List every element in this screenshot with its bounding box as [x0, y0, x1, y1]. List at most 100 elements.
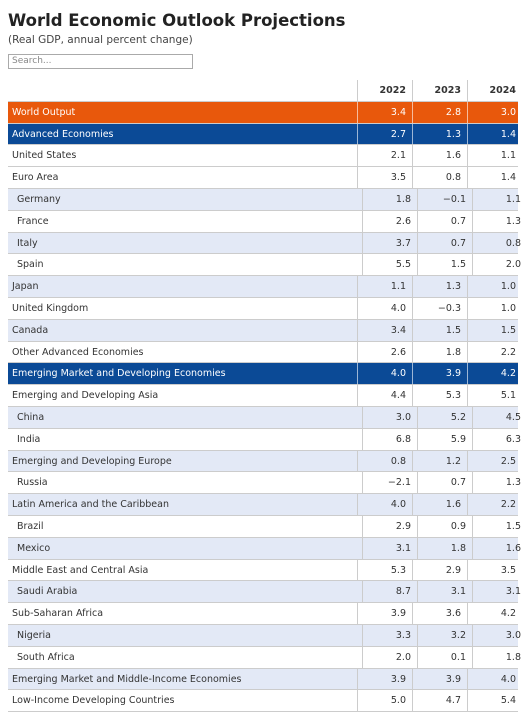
cell-value: 3.6 — [412, 603, 467, 624]
row-label: World Output — [12, 106, 76, 118]
cell-value: 1.3 — [412, 123, 467, 145]
cell-value: 5.5 — [362, 254, 417, 276]
cell-value: 3.0 — [467, 101, 522, 123]
table-row: Emerging and Developing Europe 0.8 1.2 2.5 — [8, 450, 518, 473]
table-row: Latin America and the Caribbean 4.0 1.6 2.2 — [8, 494, 518, 516]
table-row: France 2.6 0.7 1.3 — [8, 210, 521, 233]
cell-value: 6.3 — [472, 428, 527, 450]
row-label: Saudi Arabia — [17, 586, 78, 598]
cell-value: 3.4 — [357, 101, 412, 123]
header-row: 2022 2023 2024 — [8, 80, 518, 102]
column-header[interactable]: 2023 — [412, 80, 467, 101]
row-label: Nigeria — [17, 629, 51, 641]
cell-value: −0.3 — [412, 297, 467, 319]
table-row: China 3.0 5.2 4.5 — [8, 406, 521, 429]
cell-value: 5.2 — [417, 406, 472, 428]
cell-value: 1.5 — [472, 515, 527, 537]
cell-value: 2.6 — [362, 210, 417, 232]
row-label: Middle East and Central Asia — [12, 564, 149, 576]
cell-value: 1.3 — [472, 210, 527, 232]
cell-value: 1.8 — [362, 188, 417, 210]
row-label: Emerging Market and Developing Economies — [12, 368, 226, 380]
cell-value: 5.1 — [467, 385, 522, 406]
cell-value: 2.9 — [362, 515, 417, 537]
cell-value: 5.3 — [357, 559, 412, 581]
cell-value: 0.8 — [357, 450, 412, 472]
cell-value: 2.9 — [412, 559, 467, 581]
cell-value: 1.2 — [412, 450, 467, 472]
table: 2022 2023 2024 World Output 3.4 2.8 3.0 Advance… — [8, 80, 521, 712]
cell-value: 5.4 — [467, 690, 522, 712]
cell-value: 3.9 — [412, 668, 467, 690]
table-row: Brazil 2.9 0.9 1.5 — [8, 515, 521, 538]
table-row: Low-Income Developing Countries 5.0 4.7 5.4 — [8, 690, 518, 712]
column-header[interactable]: 2024 — [467, 80, 522, 101]
cell-value: 0.8 — [412, 167, 467, 188]
cell-value: 1.0 — [467, 276, 522, 297]
cell-value: 3.1 — [417, 581, 472, 603]
cell-value: 1.6 — [472, 537, 527, 559]
cell-value: 1.8 — [412, 341, 467, 363]
cell-value: 1.1 — [467, 145, 522, 167]
cell-value: 2.2 — [467, 341, 522, 363]
cell-value: 0.1 — [417, 646, 472, 668]
table-row: Japan 1.1 1.3 1.0 — [8, 276, 518, 298]
cell-value: 1.8 — [417, 537, 472, 559]
row-label: Euro Area — [12, 172, 59, 184]
cell-value: 2.0 — [362, 646, 417, 668]
row-label: South Africa — [17, 651, 75, 663]
cell-value: 1.1 — [472, 188, 527, 210]
table-row: United States 2.1 1.6 1.1 — [8, 145, 518, 168]
table-row: Saudi Arabia 8.7 3.1 3.1 — [8, 581, 521, 604]
cell-value: 2.5 — [467, 450, 522, 472]
row-label: Mexico — [17, 542, 51, 554]
table-row: Middle East and Central Asia 5.3 2.9 3.5 — [8, 559, 518, 582]
cell-value: 1.3 — [412, 276, 467, 297]
table-row: Mexico 3.1 1.8 1.6 — [8, 537, 521, 560]
search-box[interactable]: Search... — [8, 54, 193, 69]
cell-value: 4.0 — [357, 363, 412, 385]
cell-value: 0.8 — [472, 232, 527, 254]
row-label: Spain — [17, 259, 44, 271]
cell-value: 5.3 — [412, 385, 467, 406]
cell-value: 4.4 — [357, 385, 412, 406]
cell-value: 1.4 — [467, 167, 522, 188]
cell-value: 1.5 — [467, 319, 522, 341]
table-row: World Output 3.4 2.8 3.0 — [8, 101, 518, 124]
cell-value: 3.4 — [357, 319, 412, 341]
cell-value: 4.0 — [467, 668, 522, 690]
header-cell — [8, 80, 357, 101]
row-label: Brazil — [17, 520, 44, 532]
cell-value: 1.5 — [412, 319, 467, 341]
cell-value: 0.7 — [417, 210, 472, 232]
row-label: United States — [12, 150, 77, 162]
row-label: Italy — [17, 237, 38, 249]
cell-value: 4.0 — [357, 297, 412, 319]
cell-value: −2.1 — [362, 472, 417, 494]
cell-value: 3.7 — [362, 232, 417, 254]
table-row: Italy 3.7 0.7 0.8 — [8, 232, 521, 255]
column-header[interactable]: 2022 — [357, 80, 412, 101]
cell-value: 1.4 — [467, 123, 522, 145]
table-row: United Kingdom 4.0 −0.3 1.0 — [8, 297, 518, 320]
cell-value: 0.9 — [417, 515, 472, 537]
cell-value: 4.0 — [357, 494, 412, 515]
row-label: Germany — [17, 193, 61, 205]
cell-value: 1.3 — [472, 472, 527, 494]
table-row: South Africa 2.0 0.1 1.8 — [8, 646, 521, 669]
row-label: Low-Income Developing Countries — [12, 695, 175, 707]
cell-value: 4.2 — [467, 603, 522, 624]
cell-value: 2.6 — [357, 341, 412, 363]
cell-value: 8.7 — [362, 581, 417, 603]
cell-value: 1.0 — [467, 297, 522, 319]
row-label: Emerging and Developing Europe — [12, 455, 172, 467]
table-row: Nigeria 3.3 3.2 3.0 — [8, 624, 521, 647]
row-label: Canada — [12, 324, 49, 336]
cell-value: 0.7 — [417, 232, 472, 254]
row-label: Emerging Market and Middle-Income Econom… — [12, 673, 242, 685]
table-row: Emerging Market and Developing Economies… — [8, 363, 518, 386]
row-label: Latin America and the Caribbean — [12, 499, 169, 511]
row-label: Sub-Saharan Africa — [12, 608, 104, 620]
cell-value: 2.1 — [357, 145, 412, 167]
